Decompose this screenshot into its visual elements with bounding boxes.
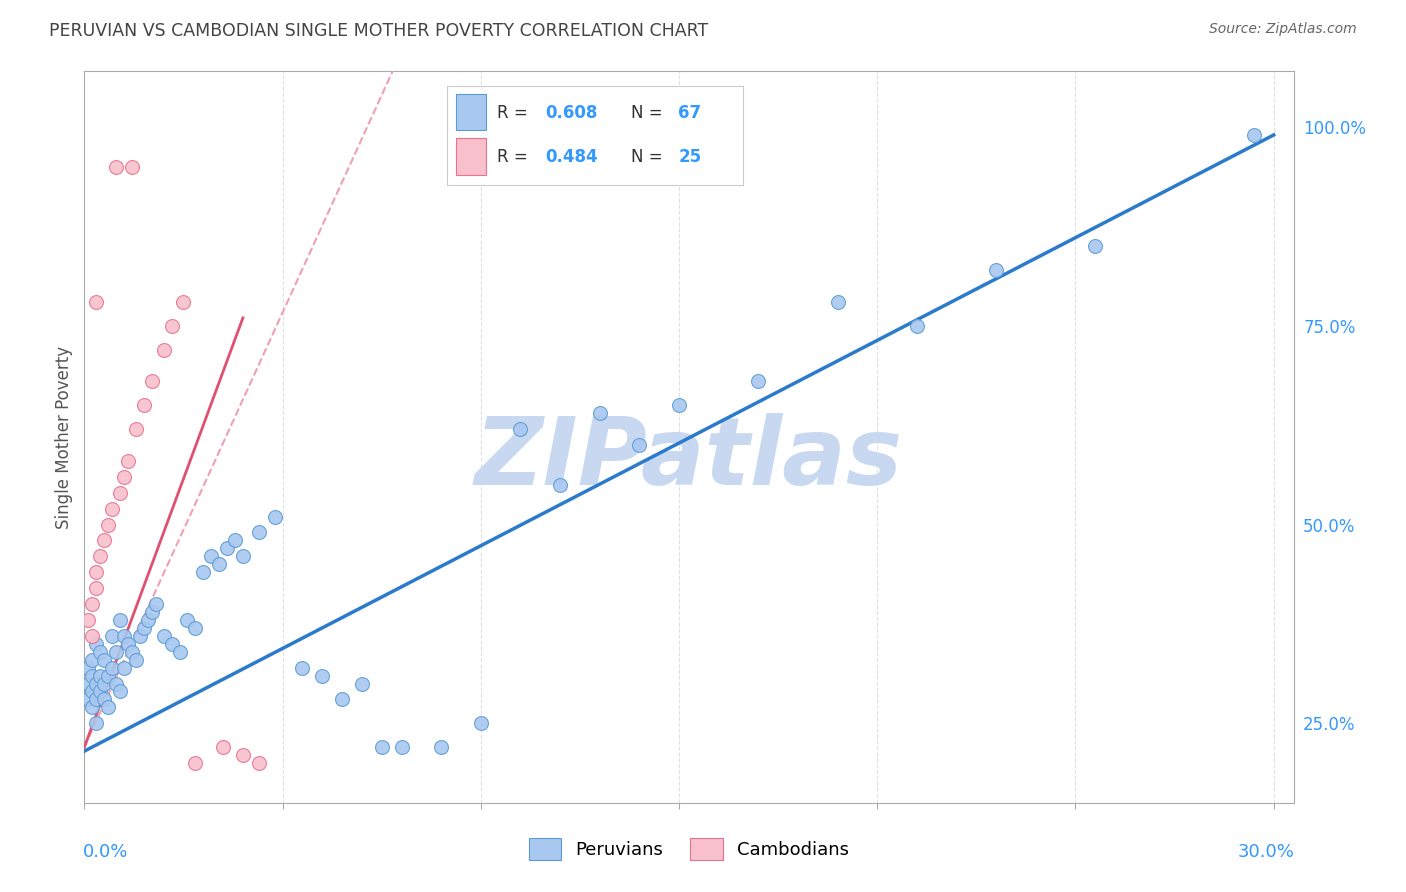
Point xyxy=(141,375,163,389)
Point xyxy=(112,660,135,674)
Point xyxy=(350,676,373,690)
Point xyxy=(152,343,174,357)
Point xyxy=(160,318,183,333)
Point xyxy=(311,668,333,682)
Point xyxy=(117,637,139,651)
Point xyxy=(112,629,135,643)
Point xyxy=(193,566,215,580)
Point xyxy=(589,406,612,420)
Point xyxy=(108,613,131,627)
Point xyxy=(986,263,1008,277)
Point xyxy=(169,645,191,659)
Point xyxy=(82,597,104,611)
Point xyxy=(97,700,120,714)
Point xyxy=(208,558,231,572)
Legend: Peruvians, Cambodians: Peruvians, Cambodians xyxy=(522,830,856,867)
Point xyxy=(82,653,104,667)
Point xyxy=(82,629,104,643)
Point xyxy=(84,692,107,706)
Point xyxy=(1084,239,1107,253)
Point xyxy=(128,629,150,643)
Point xyxy=(247,525,270,540)
Text: Source: ZipAtlas.com: Source: ZipAtlas.com xyxy=(1209,22,1357,37)
Point xyxy=(77,692,100,706)
Point xyxy=(93,533,115,548)
Point xyxy=(93,653,115,667)
Point xyxy=(145,597,167,611)
Point xyxy=(212,740,235,755)
Point xyxy=(89,645,111,659)
Point xyxy=(105,676,128,690)
Point xyxy=(84,566,107,580)
Point xyxy=(108,485,131,500)
Point xyxy=(105,645,128,659)
Point xyxy=(89,549,111,564)
Point xyxy=(84,676,107,690)
Point xyxy=(152,629,174,643)
Point xyxy=(93,692,115,706)
Point xyxy=(101,629,124,643)
Point xyxy=(97,517,120,532)
Point xyxy=(125,653,148,667)
Point xyxy=(905,318,928,333)
Point xyxy=(101,660,124,674)
Point xyxy=(263,509,285,524)
Point xyxy=(628,438,651,452)
Point xyxy=(89,684,111,698)
Point xyxy=(370,740,392,755)
Point xyxy=(136,613,159,627)
Point xyxy=(291,660,314,674)
Point xyxy=(232,748,254,763)
Point xyxy=(82,668,104,682)
Point xyxy=(548,477,571,491)
Point xyxy=(747,375,769,389)
Point xyxy=(172,294,194,309)
Point xyxy=(330,692,353,706)
Point xyxy=(89,668,111,682)
Point xyxy=(101,501,124,516)
Point xyxy=(77,613,100,627)
Point xyxy=(132,621,155,635)
Point xyxy=(112,470,135,484)
Text: 30.0%: 30.0% xyxy=(1237,843,1295,861)
Text: 0.0%: 0.0% xyxy=(83,843,128,861)
Point xyxy=(121,160,143,174)
Point xyxy=(77,676,100,690)
Point xyxy=(84,716,107,731)
Point xyxy=(84,581,107,595)
Point xyxy=(509,422,531,436)
Point xyxy=(84,294,107,309)
Point xyxy=(108,684,131,698)
Point xyxy=(117,454,139,468)
Point xyxy=(125,422,148,436)
Point xyxy=(82,700,104,714)
Point xyxy=(668,398,690,412)
Point xyxy=(200,549,222,564)
Point xyxy=(184,756,207,770)
Point xyxy=(84,637,107,651)
Point xyxy=(391,740,413,755)
Point xyxy=(77,660,100,674)
Point xyxy=(105,160,128,174)
Point xyxy=(470,716,492,731)
Point xyxy=(247,756,270,770)
Point xyxy=(1243,128,1265,142)
Point xyxy=(217,541,239,556)
Point xyxy=(93,676,115,690)
Y-axis label: Single Mother Poverty: Single Mother Poverty xyxy=(55,345,73,529)
Point xyxy=(430,740,453,755)
Point xyxy=(176,613,198,627)
Point xyxy=(141,605,163,619)
Text: ZIPatlas: ZIPatlas xyxy=(475,413,903,505)
Point xyxy=(160,637,183,651)
Point xyxy=(827,294,849,309)
Point xyxy=(132,398,155,412)
Point xyxy=(184,621,207,635)
Point xyxy=(224,533,246,548)
Point xyxy=(97,668,120,682)
Point xyxy=(82,684,104,698)
Point xyxy=(121,645,143,659)
Text: PERUVIAN VS CAMBODIAN SINGLE MOTHER POVERTY CORRELATION CHART: PERUVIAN VS CAMBODIAN SINGLE MOTHER POVE… xyxy=(49,22,709,40)
Point xyxy=(232,549,254,564)
